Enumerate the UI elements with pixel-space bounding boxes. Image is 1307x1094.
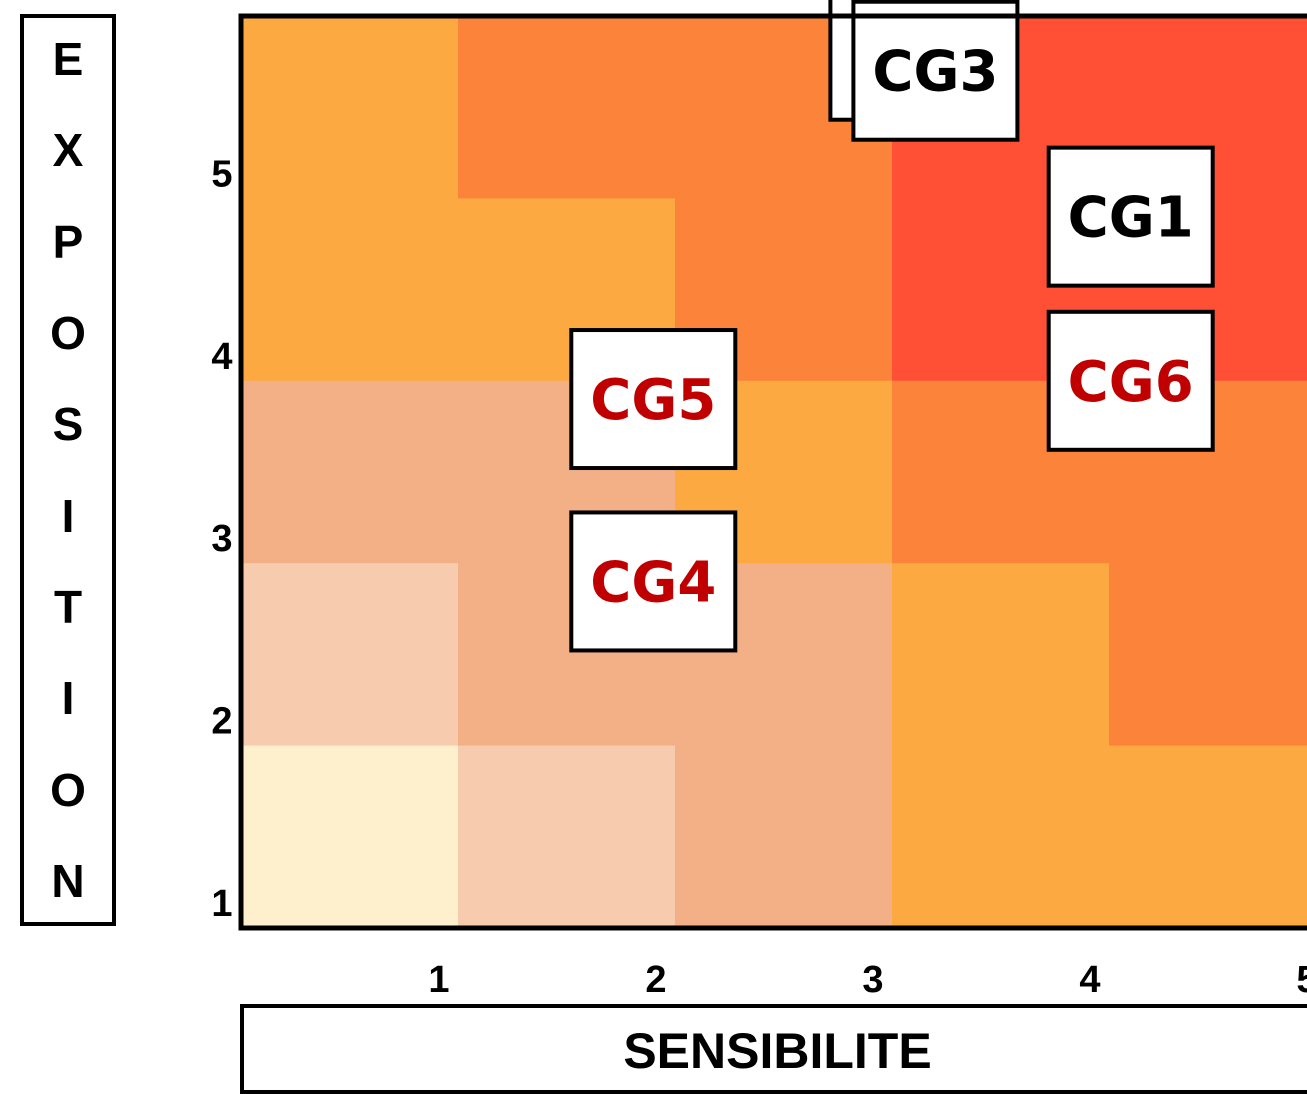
annotation-label: CG1 bbox=[1068, 186, 1194, 251]
heatmap-cell bbox=[458, 16, 676, 200]
heatmap-cell bbox=[241, 745, 459, 929]
x-tick-label: 5 bbox=[1296, 959, 1307, 1000]
x-tick-label: 4 bbox=[1079, 959, 1100, 1000]
y-axis-label-letter: T bbox=[53, 580, 83, 633]
heatmap-cell bbox=[892, 745, 1110, 929]
annotation-cg1: CG1 bbox=[1046, 145, 1215, 288]
annotation-cg6: CG6 bbox=[1046, 309, 1215, 452]
y-axis-label-letter: X bbox=[52, 124, 84, 177]
y-axis-label-letter: I bbox=[61, 672, 75, 725]
x-tick-label: 2 bbox=[645, 959, 666, 1000]
y-axis-label-letter: E bbox=[52, 33, 84, 85]
risk-matrix-chart: 1 2 3 4 5 1 2 3 4 5 CG3 CG1 CG6 CG5 CG4 bbox=[211, 0, 1307, 1000]
annotation-cg4: CG4 bbox=[569, 510, 738, 653]
axis-ticks: 1 2 3 4 5 1 2 3 4 5 bbox=[211, 153, 1307, 1000]
annotations: CG3 CG1 CG6 CG5 CG4 bbox=[569, 0, 1215, 653]
y-tick-label: 4 bbox=[211, 336, 232, 378]
annotation-box bbox=[851, 0, 1020, 142]
heatmap-cell bbox=[241, 563, 459, 747]
annotation-box bbox=[1046, 309, 1215, 452]
x-tick-label: 3 bbox=[862, 959, 883, 1000]
annotation-cg3: CG3 bbox=[828, 0, 1020, 142]
heatmap-cell bbox=[1109, 563, 1307, 747]
x-axis-label-box: SENSIBILITE bbox=[240, 1004, 1307, 1094]
y-tick-label: 3 bbox=[211, 518, 232, 560]
y-axis-label-letter: S bbox=[52, 398, 84, 451]
y-tick-label: 2 bbox=[211, 701, 232, 743]
heatmap-cell bbox=[458, 745, 676, 929]
x-axis-label: SENSIBILITE bbox=[623, 1023, 932, 1079]
plot-frame bbox=[238, 13, 1307, 931]
annotation-label: CG3 bbox=[872, 40, 998, 105]
annotation-label: CG4 bbox=[590, 550, 716, 615]
heatmap-cell bbox=[1109, 745, 1307, 929]
heatmap-cell bbox=[892, 563, 1110, 747]
annotation-label: CG6 bbox=[1068, 350, 1194, 415]
annotation-box bbox=[569, 510, 738, 653]
y-tick-label: 1 bbox=[211, 883, 232, 925]
heatmap-cell bbox=[241, 380, 459, 565]
heatmap-cell bbox=[241, 198, 459, 382]
y-axis-label-letter: P bbox=[52, 215, 84, 268]
annotation-box bbox=[1046, 145, 1215, 288]
y-axis-label-letter: N bbox=[51, 854, 85, 907]
y-axis-label-letter: I bbox=[61, 489, 75, 542]
annotation-box bbox=[569, 328, 738, 471]
annotation-label: CG5 bbox=[590, 368, 716, 433]
x-tick-label: 1 bbox=[428, 959, 449, 1000]
y-axis-label-letter: O bbox=[50, 306, 86, 359]
heatmap-cell bbox=[675, 745, 893, 929]
heatmap-cell bbox=[241, 16, 459, 200]
y-axis-label-letter: O bbox=[50, 763, 86, 816]
annotation-cg5: CG5 bbox=[569, 328, 738, 471]
y-tick-label: 5 bbox=[211, 153, 232, 195]
